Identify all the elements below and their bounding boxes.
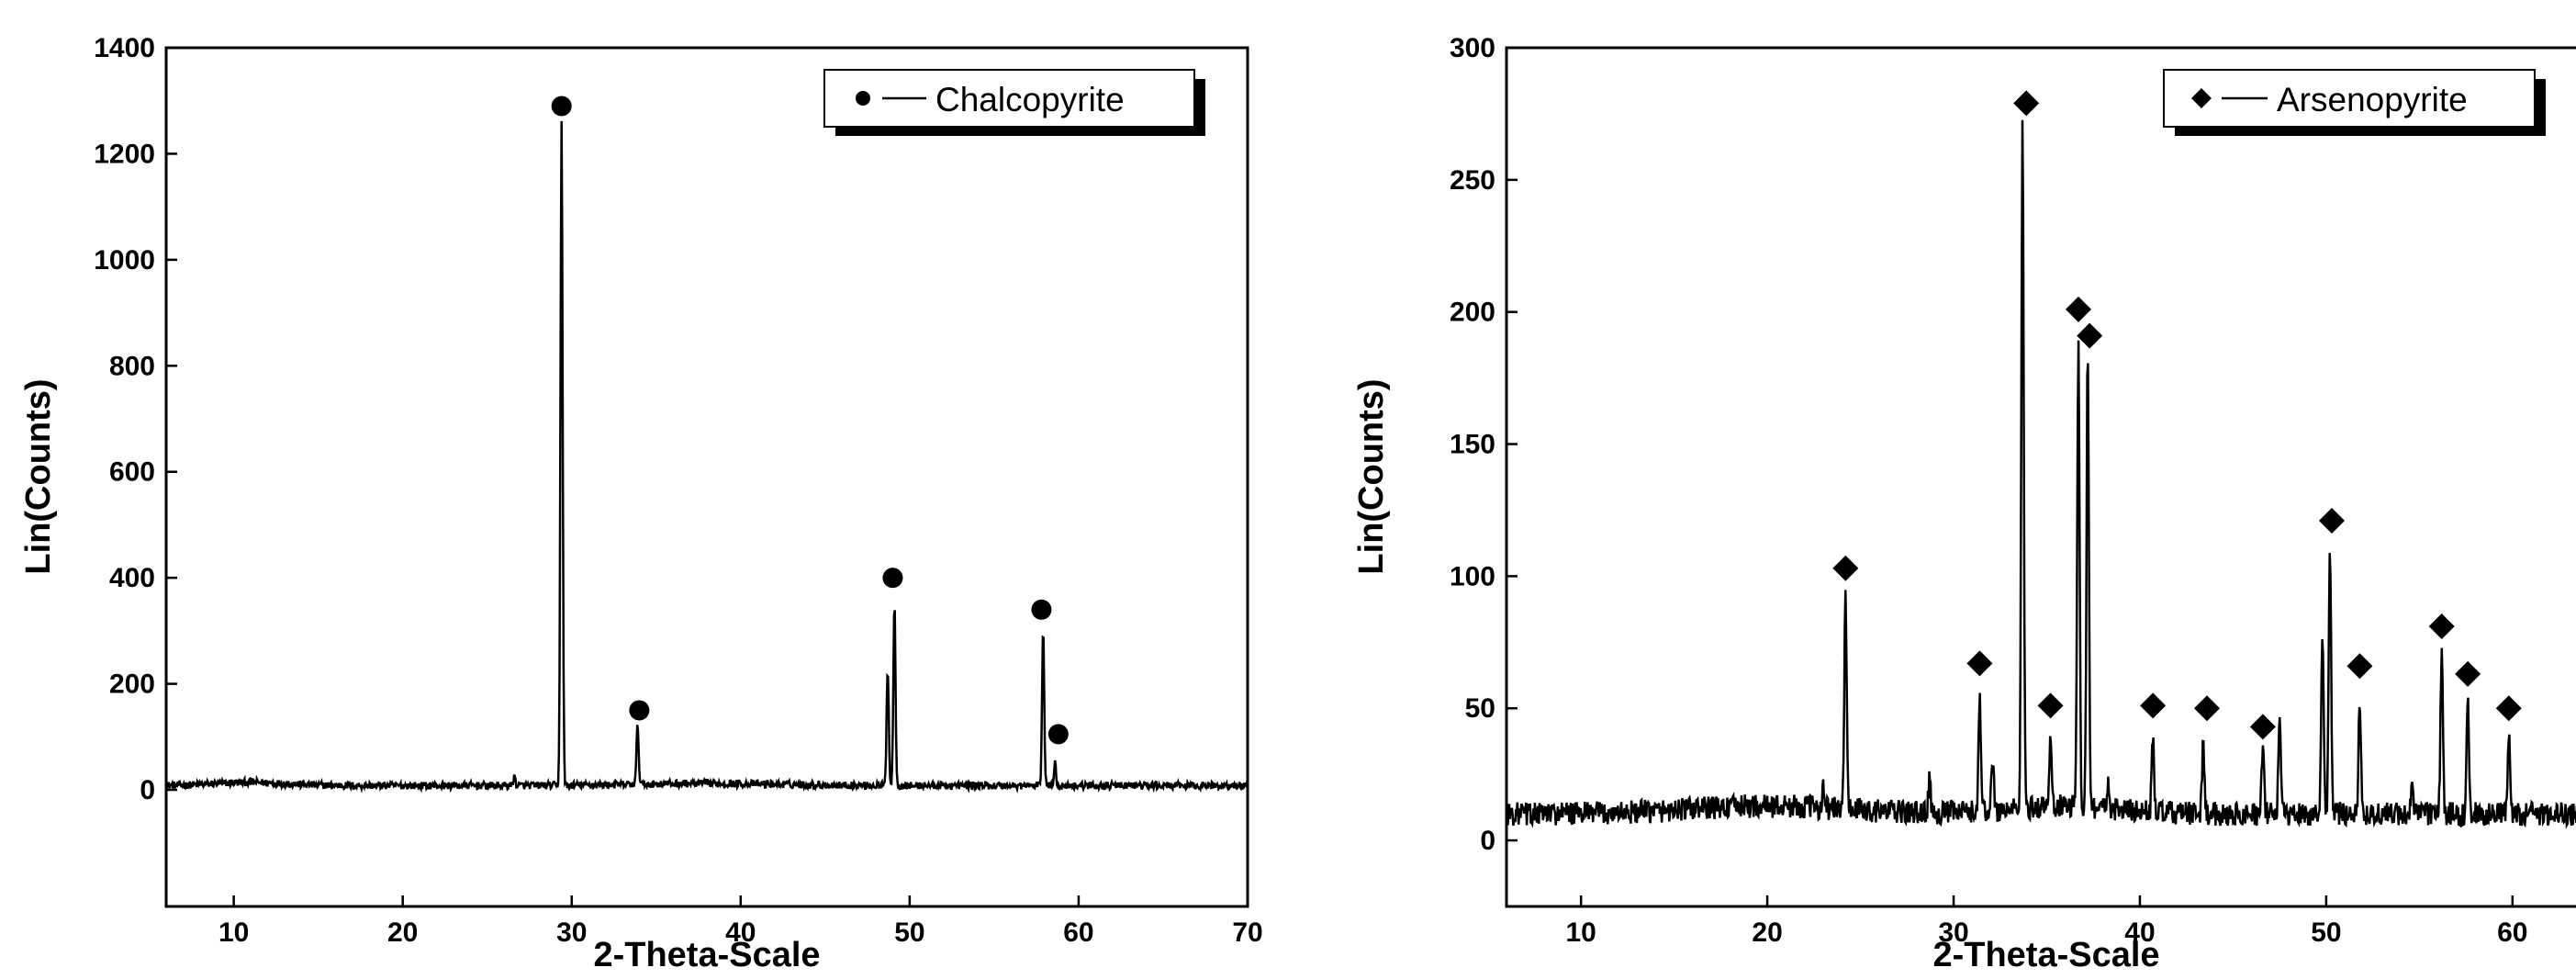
x-axis-title: 2-Theta-Scale [593,936,820,974]
y-tick-label: 200 [109,670,155,700]
x-tick-label: 60 [2497,917,2527,948]
y-tick-label: 0 [140,775,155,805]
y-axis-title: Lin(Counts) [1352,378,1391,574]
legend-diamond-marker [2191,88,2212,108]
peak-marker-circle [882,568,903,589]
x-tick-label: 20 [1752,917,1782,948]
x-tick-label: 70 [1232,917,1262,948]
x-tick-label: 30 [1938,917,1968,948]
peak-marker-diamond [2013,90,2040,117]
y-tick-label: 50 [1465,693,1495,724]
peak-marker-diamond [2077,322,2103,349]
legend: Arsenopyrite [2163,69,2546,136]
peak-marker-diamond [2455,660,2481,687]
y-tick-label: 250 [1450,165,1495,196]
y-tick-label: 1400 [94,33,155,63]
plot-area [1505,90,2576,829]
arsenopyrite-chart: 10 20 30 40 50 60 0 50 100 150 200 250 300 2-Theta-… [1352,33,2576,974]
y-tick-label: 600 [109,457,155,488]
y-tick-label: 400 [109,563,155,593]
diffraction-trace [1505,119,2576,829]
peak-marker-circle [551,96,572,117]
x-axis-title: 2-Theta-Scale [1932,936,2159,974]
x-tick-label: 20 [387,917,418,948]
y-tick-label: 150 [1450,430,1495,460]
y-tick-label: 200 [1450,298,1495,328]
y-ticks: 0 50 100 150 200 250 300 [1450,33,1518,856]
y-tick-label: 1200 [94,139,155,169]
x-ticks: 10 20 30 40 50 60 70 [218,895,1263,948]
plot-frame [1505,46,2576,908]
x-tick-label: 40 [725,917,756,948]
y-tick-label: 800 [109,351,155,381]
y-tick-label: 100 [1450,561,1495,591]
x-tick-label: 10 [1565,917,1596,948]
peak-marker-diamond [2318,507,2345,534]
x-tick-label: 40 [2124,917,2155,948]
peak-marker-diamond [2194,695,2221,722]
chalcopyrite-chart: 10 20 30 40 50 60 70 0 200 400 600 800 1000 1200 1400… [19,33,1263,974]
peak-marker-diamond [2428,613,2455,640]
y-axis-title: Lin(Counts) [19,378,58,574]
peak-marker-diamond [1966,650,1993,677]
peak-marker-diamond [1832,555,1859,581]
legend-circle-marker [856,91,870,106]
peak-marker-diamond [2065,296,2091,322]
peak-marker-diamond [2037,692,2064,719]
legend-label: Chalcopyrite [935,81,1125,118]
peak-marker-circle [1031,599,1052,620]
legend: Chalcopyrite [823,69,1205,136]
legend-label: Arsenopyrite [2277,81,2468,118]
x-tick-label: 50 [894,917,924,948]
x-tick-label: 50 [2311,917,2341,948]
x-ticks: 10 20 30 40 50 60 [1565,895,2528,948]
x-tick-label: 10 [218,917,249,948]
x-tick-label: 30 [556,917,587,948]
y-ticks: 0 200 400 600 800 1000 1200 1400 [94,33,177,805]
peak-marker-diamond [2346,653,2373,680]
y-tick-label: 1000 [94,245,155,276]
peak-marker-diamond [2495,695,2522,722]
peak-markers [551,96,1069,745]
peak-marker-diamond [2249,714,2276,740]
peak-marker-circle [629,700,650,721]
x-tick-label: 60 [1063,917,1093,948]
diffraction-trace [165,120,1249,794]
y-tick-label: 0 [1480,826,1495,856]
peak-markers [1832,90,2522,740]
peak-marker-circle [1047,724,1069,745]
plot-frame [164,46,1249,908]
y-tick-label: 300 [1450,33,1495,63]
plot-area [165,96,1249,794]
peak-marker-diamond [2140,692,2167,719]
